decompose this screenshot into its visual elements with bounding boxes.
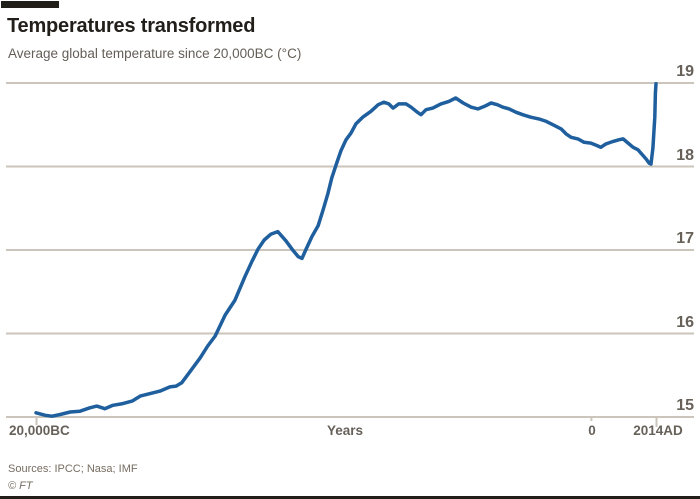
chart-title: Temperatures transformed bbox=[7, 15, 256, 37]
ft-accent-bar bbox=[1, 1, 59, 8]
ft-credit: © FT bbox=[8, 480, 33, 492]
x-axis-label-2014ad: 2014AD bbox=[633, 423, 683, 438]
chart-subtitle: Average global temperature since 20,000B… bbox=[8, 46, 302, 61]
y-axis-label: 16 bbox=[676, 313, 694, 331]
sources-text: Sources: IPCC; Nasa; IMF bbox=[8, 463, 138, 475]
y-axis-label: 19 bbox=[676, 63, 694, 80]
temperature-series-line bbox=[34, 82, 658, 418]
y-axis-label: 18 bbox=[676, 146, 694, 164]
bottom-border bbox=[0, 496, 700, 499]
y-axis-label: 15 bbox=[676, 397, 694, 414]
y-axis-label: 17 bbox=[676, 230, 694, 247]
x-axis-title-years: Years bbox=[326, 423, 364, 438]
x-axis-label-20000bc: 20,000BC bbox=[9, 423, 70, 438]
x-axis-label-zero: 0 bbox=[588, 423, 596, 438]
